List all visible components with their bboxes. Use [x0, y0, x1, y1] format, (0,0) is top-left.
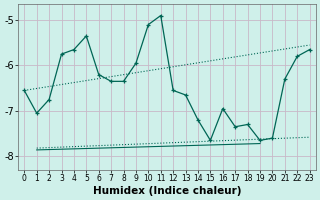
X-axis label: Humidex (Indice chaleur): Humidex (Indice chaleur): [93, 186, 241, 196]
